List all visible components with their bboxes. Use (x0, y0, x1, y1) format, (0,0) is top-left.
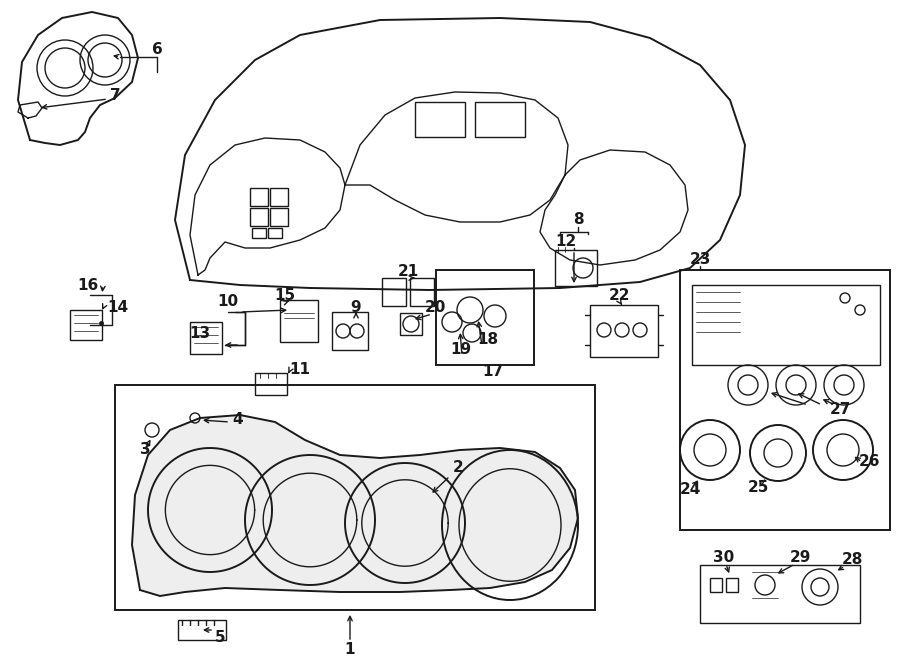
Bar (190, 322, 222, 354)
Bar (710, 578, 722, 592)
Bar (332, 312, 368, 350)
Text: 27: 27 (829, 403, 850, 418)
Text: 30: 30 (714, 551, 734, 566)
Bar (250, 208, 268, 226)
Bar (680, 270, 890, 530)
Bar (382, 278, 406, 306)
Text: 19: 19 (450, 342, 472, 358)
Text: 9: 9 (351, 301, 361, 315)
Bar (255, 373, 287, 395)
Text: 10: 10 (218, 295, 238, 309)
Text: 17: 17 (482, 364, 504, 379)
Bar (280, 300, 318, 342)
Text: 14: 14 (107, 301, 129, 315)
Text: 12: 12 (555, 235, 577, 249)
Text: 3: 3 (140, 442, 150, 457)
Text: 7: 7 (110, 87, 121, 102)
Bar (115, 385, 595, 610)
Text: 4: 4 (233, 412, 243, 428)
Bar (250, 188, 268, 206)
Bar (410, 278, 434, 306)
Text: 18: 18 (477, 332, 499, 348)
Bar (590, 305, 658, 357)
Text: 29: 29 (789, 551, 811, 566)
Bar (555, 250, 597, 286)
Bar (415, 102, 465, 137)
Text: 24: 24 (680, 483, 701, 498)
Text: 6: 6 (151, 42, 162, 58)
Bar (700, 565, 860, 623)
Text: 16: 16 (77, 278, 99, 293)
Bar (178, 620, 226, 640)
Bar (270, 208, 288, 226)
Bar (436, 270, 534, 365)
Text: 13: 13 (189, 325, 211, 340)
Bar (475, 102, 525, 137)
Bar (270, 188, 288, 206)
Polygon shape (132, 415, 578, 596)
Text: 1: 1 (345, 642, 356, 658)
Bar (268, 228, 282, 238)
Text: 21: 21 (398, 264, 418, 280)
Bar (400, 313, 422, 335)
Bar (692, 285, 880, 365)
Text: 26: 26 (860, 455, 881, 469)
Text: 8: 8 (572, 212, 583, 227)
Text: 2: 2 (453, 461, 464, 475)
Text: 20: 20 (424, 301, 446, 315)
Text: 11: 11 (290, 362, 310, 377)
Bar (726, 578, 738, 592)
Text: 23: 23 (689, 253, 711, 268)
Text: 25: 25 (747, 481, 769, 496)
Bar (252, 228, 266, 238)
Text: 28: 28 (842, 553, 863, 568)
Text: 15: 15 (274, 288, 295, 303)
Text: 5: 5 (215, 629, 225, 644)
Text: 22: 22 (609, 288, 631, 303)
Bar (70, 310, 102, 340)
